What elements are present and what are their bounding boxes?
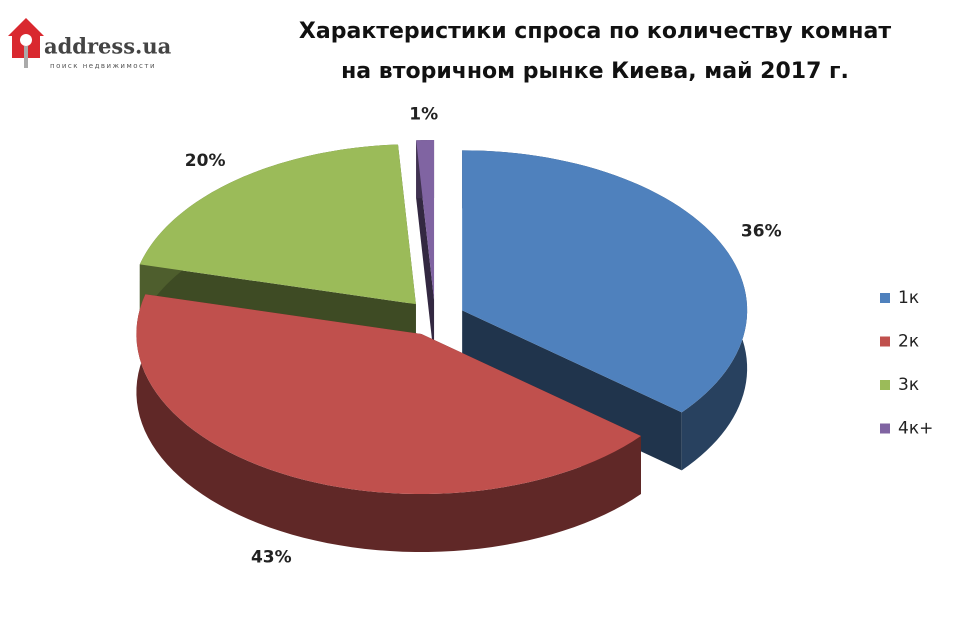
logo-name: address.ua [44,34,172,59]
chart-title: Характеристики спроса по количеству комн… [299,19,891,44]
slice [136,294,641,553]
legend-label: 2к [898,332,919,352]
logo-key [20,34,32,46]
legend-swatch [880,336,890,347]
chart-title: на вторичном рынке Киева, май 2017 г. [341,59,849,84]
slice [416,140,435,359]
logo-key-shaft [24,46,28,68]
logo-tagline: поиск недвижимости [50,62,156,70]
legend-label: 4к+ [898,419,933,439]
logo: address.ua поиск недвижимости [8,18,172,70]
legend-swatch [880,423,890,434]
data-label: 43% [251,547,292,567]
legend-swatch [880,380,890,390]
slice-top [416,140,435,301]
data-label: 20% [185,151,226,171]
data-label: 1% [409,105,438,125]
slice-top [139,144,416,305]
slice-top [136,294,641,495]
legend-label: 3к [898,375,919,395]
legend-label: 1к [898,288,919,308]
legend-swatch [880,293,890,303]
slice-top [462,150,748,413]
data-label: 36% [741,221,782,241]
slice-side [136,294,641,553]
